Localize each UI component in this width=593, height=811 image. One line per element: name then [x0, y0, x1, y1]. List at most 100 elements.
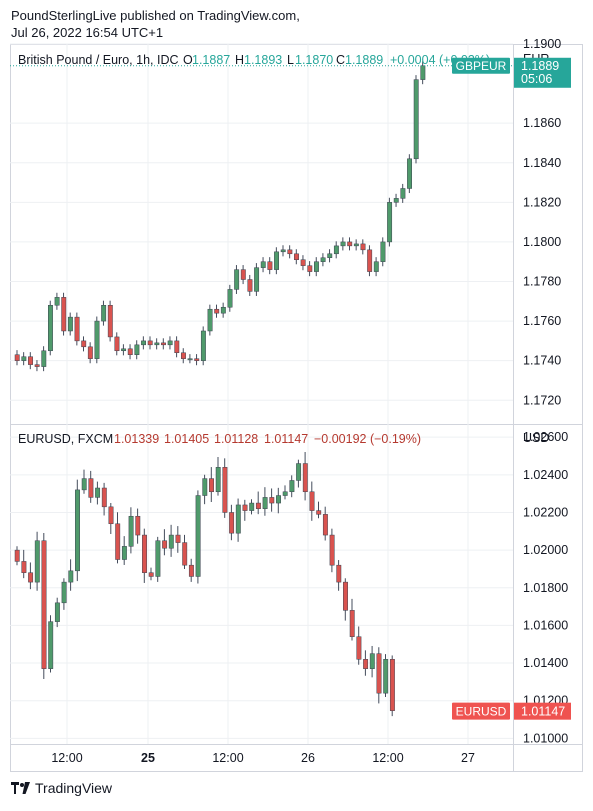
pane1-candle-body — [267, 261, 273, 270]
pane1-close-label: C — [336, 53, 345, 67]
pane1-y-tick-label: 1.1800 — [523, 235, 561, 249]
timestamp-line: Jul 26, 2022 16:54 UTC+1 — [11, 25, 164, 40]
pane2-candle-body — [155, 540, 161, 577]
pane1-candle-body — [114, 336, 120, 352]
pane1-y-tick-label: 1.1820 — [523, 195, 561, 209]
pane1-candle-body — [320, 257, 326, 262]
pane2-candle-body — [28, 572, 34, 583]
pane1-candle-body — [127, 348, 133, 355]
pane2-last-price: 1.01147 — [521, 705, 565, 719]
pane2-candle-body — [68, 570, 74, 583]
pane1-y-tick-label: 1.1740 — [523, 354, 561, 368]
pane1-candle-body — [280, 249, 286, 253]
pane2-high-value: 1.01405 — [164, 432, 209, 446]
pane1-candle-body — [300, 259, 306, 266]
x-tick-label: 25 — [141, 751, 155, 765]
pane2-candle-body — [269, 497, 275, 504]
pane2-candle-body — [34, 540, 40, 583]
pane1-candle-body — [81, 340, 87, 348]
pane2-candle-body — [115, 523, 121, 560]
pane1-candle-body — [21, 356, 27, 361]
pane1-candle-body — [234, 269, 240, 290]
pane1-high-value: 1.1893 — [244, 53, 282, 67]
pane2-candle-body — [142, 534, 147, 573]
pane1-candle-body — [260, 261, 266, 268]
pane2-candle-body — [235, 504, 241, 534]
pane2-candle-body — [289, 480, 295, 493]
pane1-candle-body — [227, 289, 233, 308]
pane2-candle-body — [88, 478, 94, 498]
pane1-candle-body — [207, 308, 213, 332]
pane1-candle-body — [407, 158, 413, 189]
pane2-candle-body — [389, 659, 395, 711]
pane1-candle-body — [240, 269, 246, 280]
pane2-y-tick-label: 1.01000 — [523, 731, 568, 745]
publisher-line: PoundSterlingLive published on TradingVi… — [11, 8, 300, 23]
pane2-y-tick-label: 1.01800 — [523, 581, 568, 595]
pane1-candle-body — [314, 261, 319, 272]
pane2-y-tick-label: 1.02400 — [523, 468, 568, 482]
pane2-candle-body — [81, 478, 87, 491]
pane2-low-value: 1.01128 — [214, 432, 258, 446]
pane1-last-price-tag: GBPEUR 1.1889 05:06 — [452, 57, 571, 88]
pane1-candle-body — [154, 342, 160, 346]
pane1-candle-body — [247, 279, 253, 292]
pane1-candle-body — [360, 243, 366, 251]
pane1-candle-body — [307, 265, 313, 272]
pane2-candle-body — [195, 495, 201, 577]
pane1-y-tick-label: 1.1780 — [523, 275, 561, 289]
x-tick-label: 12:00 — [51, 751, 82, 765]
pane1-candle-body — [101, 305, 107, 322]
pane2-y-tick-label: 1.02200 — [523, 505, 568, 519]
pane2-candle-body — [309, 491, 315, 511]
pane1-open-value: 1.1887 — [192, 53, 230, 67]
pane1-y-tick-label: 1.1900 — [523, 37, 561, 51]
pane1-candle-body — [340, 241, 346, 247]
pane2-candle-body — [336, 564, 342, 583]
pane1-candle-body — [67, 316, 73, 332]
pane2-candle-body — [215, 467, 221, 493]
pane1-candle-body — [287, 249, 293, 255]
pane1-y-tick-label: 1.1840 — [523, 156, 561, 170]
pane2-price-axis: 1.010001.012001.014001.016001.018001.020… — [523, 430, 568, 745]
pane2-candle-body — [14, 549, 20, 562]
pane1-candle-body — [14, 354, 20, 361]
pane1-candle-body — [420, 65, 426, 80]
pane2-candle-body — [162, 540, 168, 549]
x-tick-label: 12:00 — [372, 751, 403, 765]
pane1-candle-body — [187, 358, 193, 361]
pane1-candle-body — [380, 241, 386, 262]
pane2-candle-body — [41, 540, 47, 669]
pane1-candle-body — [61, 297, 67, 332]
pane2-grid — [10, 424, 513, 744]
pane1-grid — [10, 43, 513, 424]
pane2-candle-body — [316, 510, 322, 515]
pane1-y-tick-label: 1.1860 — [523, 116, 561, 130]
pane1-candle-body — [41, 350, 47, 367]
pane1-candle-body — [294, 253, 299, 260]
pane2-ohlc-legend: 1.01339 1.01405 1.01128 1.01147 −0.00192… — [114, 432, 421, 446]
pane2-candle-body — [329, 534, 335, 566]
pane1-candle-body — [181, 352, 186, 359]
pane2-open-value: 1.01339 — [114, 432, 159, 446]
pane2-candle-body — [249, 502, 255, 511]
pane1-candle-body — [274, 251, 280, 270]
pane2-candle-body — [188, 564, 194, 577]
pane2-candle-body — [262, 497, 268, 509]
pane1-candle-body — [74, 316, 80, 342]
pane2-y-tick-label: 1.02600 — [523, 430, 568, 444]
pane2-symbol-tag: EURUSD — [456, 705, 507, 719]
pane2-candle-body — [242, 504, 248, 511]
pane1-candle-body — [94, 320, 100, 359]
pane2-candle-body — [363, 659, 369, 669]
pane2-y-tick-label: 1.01400 — [523, 656, 568, 670]
tradingview-brand[interactable]: TradingView — [11, 780, 112, 796]
chart-frame — [10, 44, 583, 772]
pane2-candle-body — [322, 514, 328, 536]
pane1-symbol-tag: GBPEUR — [456, 59, 507, 73]
pane1-candle-body — [220, 306, 226, 314]
pane2-last-price-tag: EURUSD 1.01147 — [452, 702, 571, 720]
pane1-title: British Pound / Euro, 1h, IDC — [18, 53, 179, 67]
